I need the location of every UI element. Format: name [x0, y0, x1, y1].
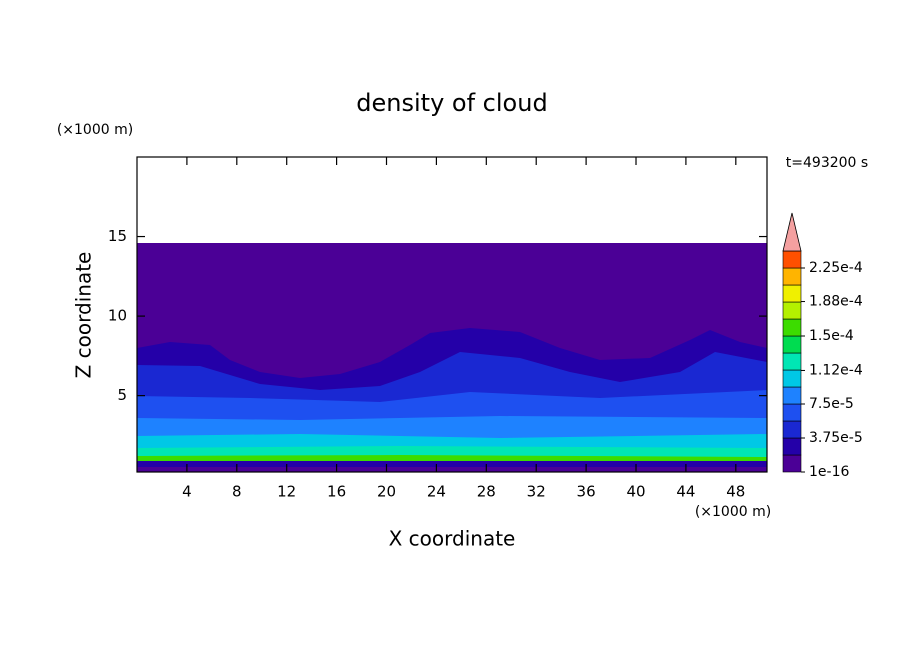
x-tick-label: 20 [377, 483, 396, 501]
x-tick-label: 36 [577, 483, 596, 501]
colorbar-box [782, 267, 802, 286]
x-tick-label: 32 [527, 483, 546, 501]
colorbar-box [782, 250, 802, 269]
colorbar-box [782, 420, 802, 439]
colorbar-label: 1.88e-4 [809, 294, 863, 310]
y-axis-label: Z coordinate [72, 252, 96, 379]
colorbar-box [782, 318, 802, 337]
x-tick-label: 40 [626, 483, 645, 501]
colorbar-label: 1e-16 [809, 464, 849, 480]
x-tick-label: 44 [676, 483, 695, 501]
colorbar-box [782, 437, 802, 456]
colorbar-box [782, 386, 802, 405]
x-tick-label: 24 [427, 483, 446, 501]
x-tick-label: 16 [327, 483, 346, 501]
colorbar-box [782, 403, 802, 422]
x-tick-label: 28 [477, 483, 496, 501]
colorbar-extend [782, 212, 802, 252]
field-layer [137, 467, 767, 472]
x-tick-label: 4 [182, 483, 192, 501]
plot-frame [136, 156, 768, 473]
colorbar-label: 2.25e-4 [809, 260, 863, 276]
x-tick-label: 48 [726, 483, 745, 501]
colorbar-box [782, 352, 802, 371]
field-layer [137, 461, 767, 467]
chart-title: density of cloud [356, 89, 547, 117]
colorbar-box [782, 284, 802, 303]
colorbar-label: 1.12e-4 [809, 362, 863, 378]
y-tick-label: 10 [108, 307, 127, 325]
field [137, 243, 767, 472]
y-tick-label: 5 [117, 386, 127, 404]
x-unit: (×1000 m) [695, 504, 771, 520]
colorbar-label: 1.5e-4 [809, 328, 854, 344]
annotation: t=493200 s [786, 155, 868, 171]
colorbar-label: 7.5e-5 [809, 396, 854, 412]
colorbar-box [782, 335, 802, 354]
y-unit: (×1000 m) [57, 122, 133, 138]
x-axis-label: X coordinate [389, 527, 516, 551]
x-tick-label: 8 [232, 483, 242, 501]
x-tick-label: 12 [277, 483, 296, 501]
colorbar-box [782, 454, 802, 473]
y-tick-label: 15 [108, 227, 127, 245]
colorbar-box [782, 301, 802, 320]
colorbar-label: 3.75e-5 [809, 430, 863, 446]
colorbar-box [782, 369, 802, 388]
